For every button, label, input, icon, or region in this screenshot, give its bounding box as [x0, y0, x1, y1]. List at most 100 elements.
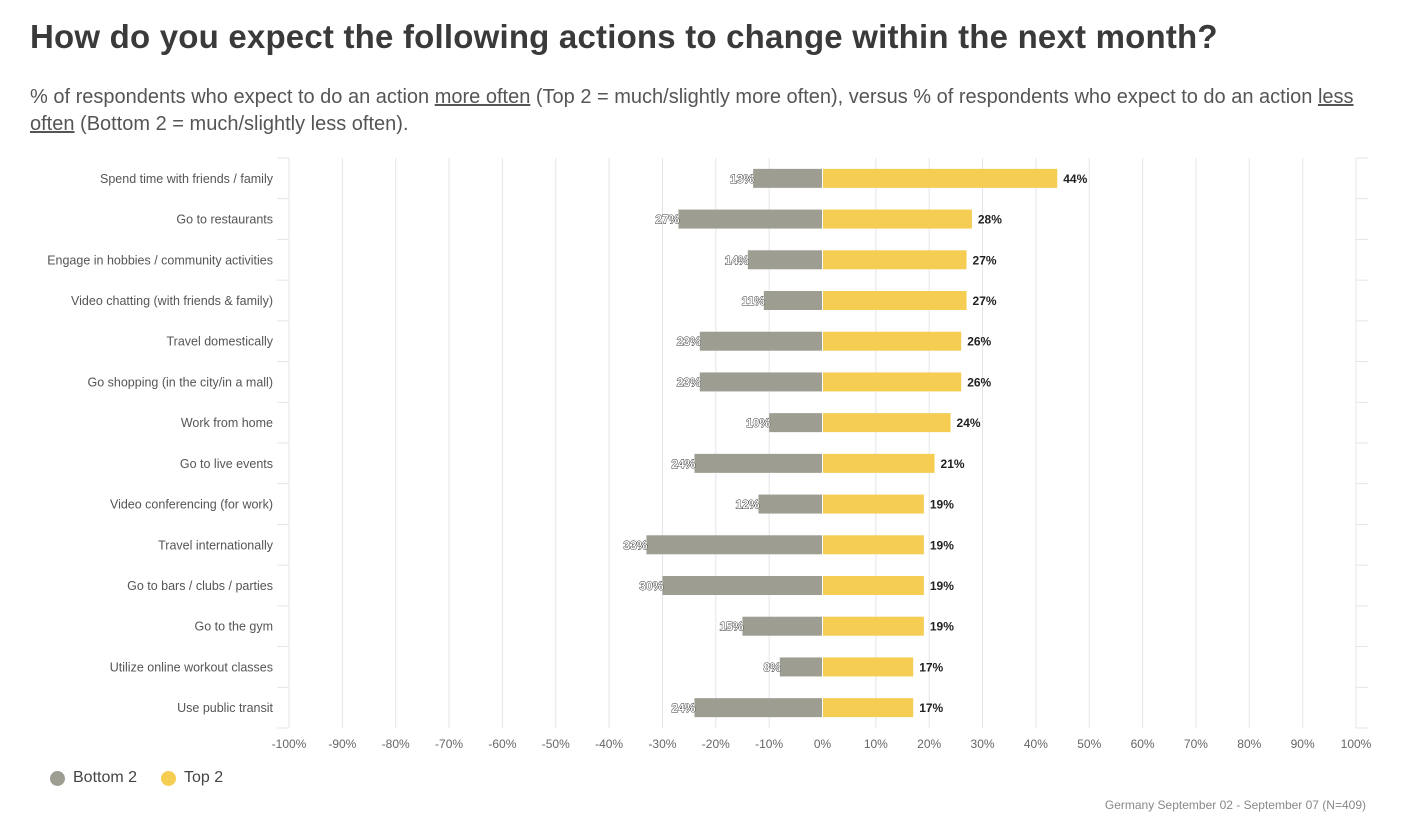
category-label: Travel domestically [166, 335, 273, 349]
value-label-bottom-2: 27% [655, 213, 679, 227]
bar-bottom-2 [699, 331, 823, 351]
value-label-bottom-2: 11% [741, 294, 765, 308]
x-tick-label: -90% [328, 737, 356, 751]
value-label-top-2: 28% [978, 213, 1002, 227]
x-axis-ticks: -100% -90% -80% -70% -60% -50% -40% -30% -20% -10… [272, 737, 1372, 751]
value-label-top-2: 19% [930, 498, 954, 512]
bar-top-2 [822, 209, 972, 229]
bar-bottom-2 [646, 535, 823, 555]
value-label-bottom-2: 24% [671, 457, 695, 471]
x-tick-label: 90% [1291, 737, 1315, 751]
legend-swatch-bottom-2 [50, 770, 65, 786]
value-label-bottom-2: 30% [639, 579, 663, 593]
bar-bottom-2 [694, 698, 823, 718]
value-label-bottom-2: 14% [725, 253, 749, 267]
bar-top-2 [822, 698, 914, 718]
legend-label-top-2: Top 2 [184, 769, 224, 786]
value-label-bottom-2: 12% [735, 498, 759, 512]
chart-subtitle: % of respondents who expect to do an act… [30, 84, 1380, 138]
x-tick-label: -80% [382, 737, 410, 751]
legend-label-bottom-2: Bottom 2 [73, 769, 138, 786]
bar-bottom-2 [747, 250, 823, 270]
value-label-top-2: 24% [957, 416, 981, 430]
bar-top-2 [822, 168, 1058, 188]
category-labels: Spend time with friends / family Go to re… [47, 172, 274, 715]
value-label-bottom-2: 23% [677, 375, 701, 389]
x-tick-label: 40% [1024, 737, 1048, 751]
x-tick-label: 60% [1131, 737, 1155, 751]
value-labels: 13% 44% 27% 28% 14% 27% 11% 27% 23% 26% 23% 26% 10% 2… [623, 171, 1088, 715]
x-tick-label: 10% [864, 737, 888, 751]
value-label-bottom-2: 33% [623, 538, 647, 552]
category-label: Go to bars / clubs / parties [127, 579, 273, 593]
bar-top-2 [822, 291, 967, 310]
x-tick-label: 0% [814, 737, 832, 751]
value-label-top-2: 21% [941, 457, 965, 471]
x-tick-label: -100% [272, 737, 307, 751]
category-label: Spend time with friends / family [100, 172, 274, 186]
chart-title: How do you expect the following actions … [30, 18, 1218, 55]
value-label-bottom-2: 10% [746, 416, 770, 430]
bar-top-2 [822, 657, 914, 677]
x-tick-label: -50% [542, 737, 570, 751]
subtitle-more-often: more often [434, 86, 531, 108]
footer-source-note: Germany September 02 - September 07 (N=4… [1104, 798, 1366, 812]
category-label: Video conferencing (for work) [110, 498, 273, 512]
bar-bottom-2 [694, 453, 823, 473]
subtitle-text-3: (Bottom 2 = much/slightly less often). [74, 113, 409, 135]
legend-item-top-2: Top 2 [161, 769, 223, 787]
bar-top-2 [822, 576, 924, 595]
bar-bottom-2 [753, 168, 823, 188]
bar-top-2 [822, 331, 962, 351]
x-tick-label: -40% [595, 737, 623, 751]
category-label: Go shopping (in the city/in a mall) [87, 375, 273, 389]
bar-top-2 [822, 535, 924, 555]
x-tick-label: 30% [971, 737, 995, 751]
x-tick-label: 80% [1237, 737, 1261, 751]
value-label-top-2: 27% [973, 294, 997, 308]
bar-bottom-2 [699, 372, 823, 392]
subtitle-less-often: less often [30, 86, 1354, 135]
bar-bottom-2 [779, 657, 823, 677]
x-tick-label: -10% [755, 737, 783, 751]
bar-bottom-2 [662, 576, 823, 595]
category-label: Engage in hobbies / community activities [47, 253, 273, 267]
value-label-top-2: 17% [919, 660, 943, 674]
x-tick-label: 20% [917, 737, 941, 751]
value-label-top-2: 26% [967, 375, 991, 389]
value-label-bottom-2: 15% [719, 620, 743, 634]
category-label: Travel internationally [158, 538, 274, 552]
x-tick-label: 50% [1077, 737, 1101, 751]
bar-top-2 [822, 616, 924, 636]
value-label-top-2: 17% [919, 701, 943, 715]
bar-top-2 [822, 372, 962, 392]
bar-top-2 [822, 453, 935, 473]
value-label-bottom-2: 23% [677, 335, 701, 349]
bar-top-2 [822, 494, 924, 514]
value-label-bottom-2: 24% [671, 701, 695, 715]
bar-bottom-2 [742, 616, 823, 636]
x-tick-label: -30% [648, 737, 676, 751]
value-label-top-2: 27% [973, 253, 997, 267]
x-tick-label: 100% [1341, 737, 1372, 751]
subtitle-text-1: % of respondents who expect to do an act… [30, 86, 435, 108]
value-label-top-2: 19% [930, 620, 954, 634]
diverging-bar-chart: Spend time with friends / family Go to re… [47, 157, 1372, 751]
value-label-top-2: 26% [967, 335, 991, 349]
value-label-bottom-2: 13% [730, 172, 754, 186]
bar-bottom-2 [769, 413, 823, 433]
legend-item-bottom-2: Bottom 2 [50, 769, 137, 787]
category-label: Use public transit [177, 701, 273, 715]
legend: Bottom 2 Top 2 [50, 769, 247, 787]
value-label-bottom-2: 8% [763, 660, 781, 674]
category-label: Work from home [181, 416, 273, 430]
legend-swatch-top-2 [161, 770, 177, 786]
value-label-top-2: 44% [1063, 172, 1087, 186]
category-label: Video chatting (with friends & family) [71, 294, 273, 308]
x-tick-label: -60% [488, 737, 516, 751]
subtitle-text-2: (Top 2 = much/slightly more often), vers… [530, 86, 1318, 108]
bar-top-2 [822, 413, 951, 433]
category-label: Go to live events [180, 457, 273, 471]
bar-bottom-2 [763, 291, 823, 310]
category-label: Go to the gym [194, 620, 273, 634]
